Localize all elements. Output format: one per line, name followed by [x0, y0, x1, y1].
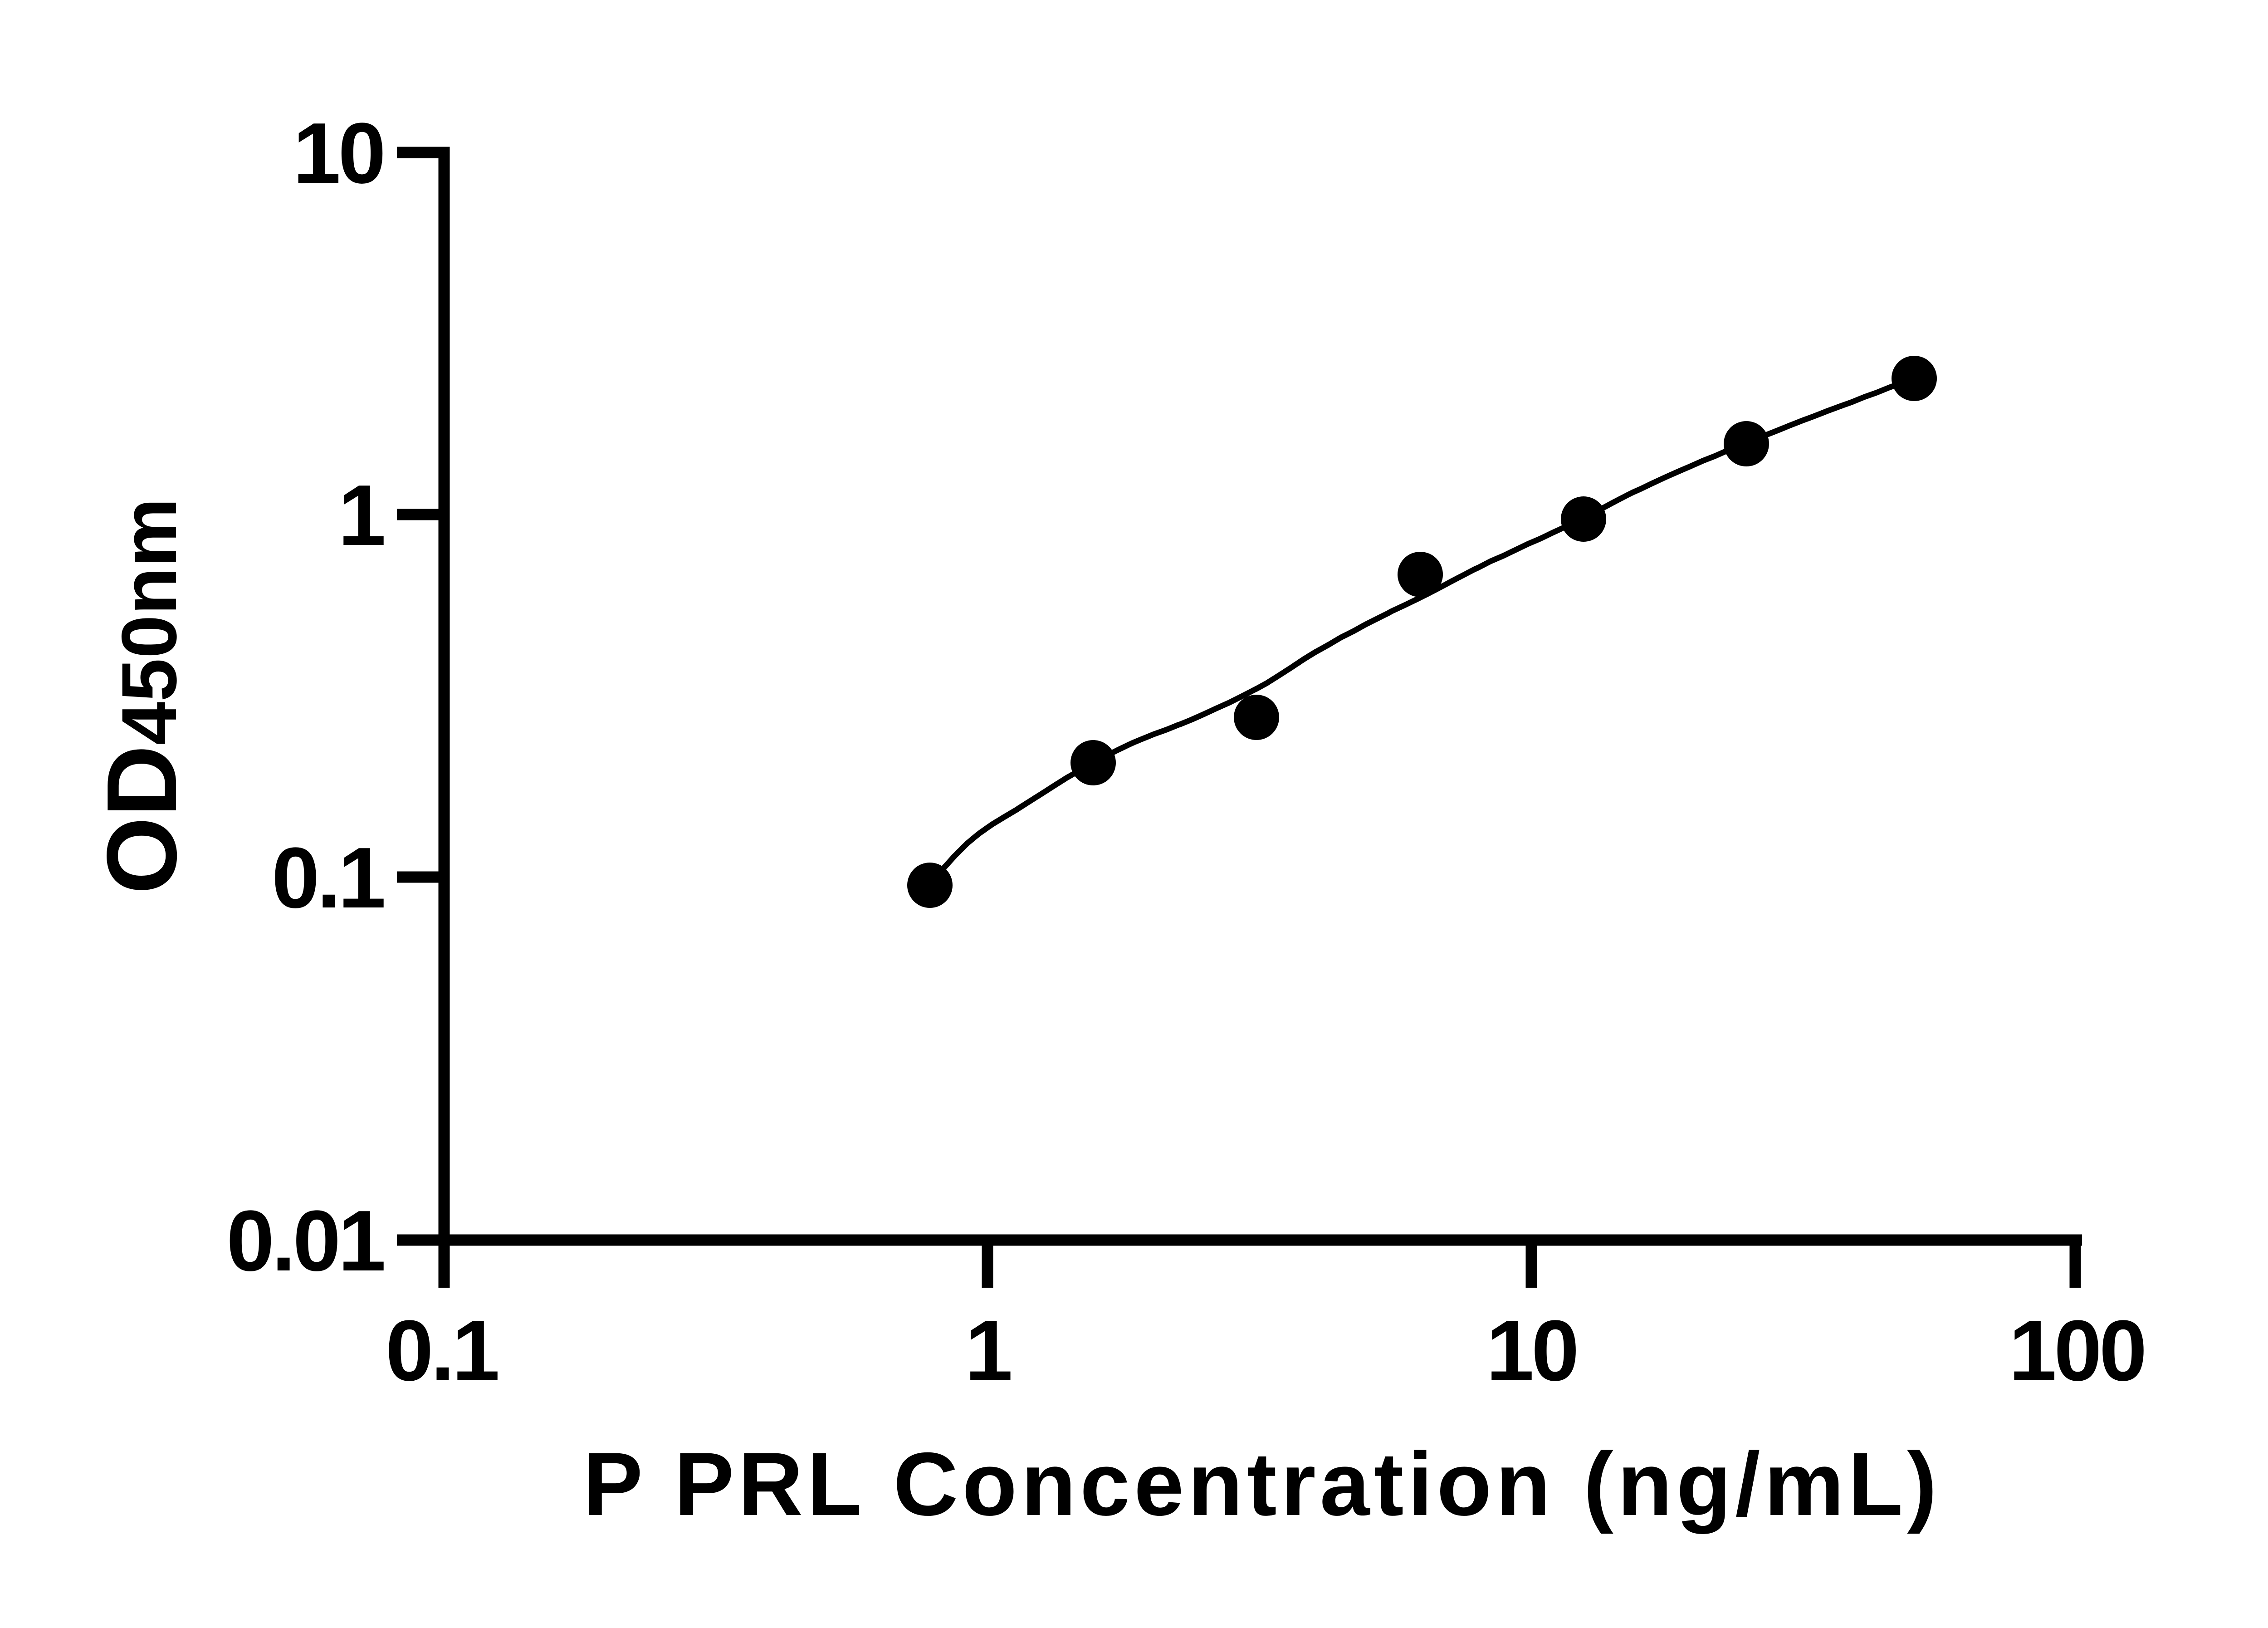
svg-text:1: 1	[965, 1303, 1011, 1399]
svg-text:P PRL Concentration (ng/mL): P PRL Concentration (ng/mL)	[583, 1434, 1941, 1534]
svg-text:10: 10	[293, 105, 383, 201]
svg-text:10: 10	[1486, 1303, 1576, 1399]
svg-text:1: 1	[338, 467, 384, 564]
svg-text:100: 100	[2009, 1303, 2144, 1399]
svg-text:OD450nm: OD450nm	[87, 498, 197, 894]
svg-text:0.1: 0.1	[272, 830, 384, 926]
svg-text:0.1: 0.1	[386, 1303, 498, 1399]
svg-text:0.01: 0.01	[226, 1193, 384, 1289]
